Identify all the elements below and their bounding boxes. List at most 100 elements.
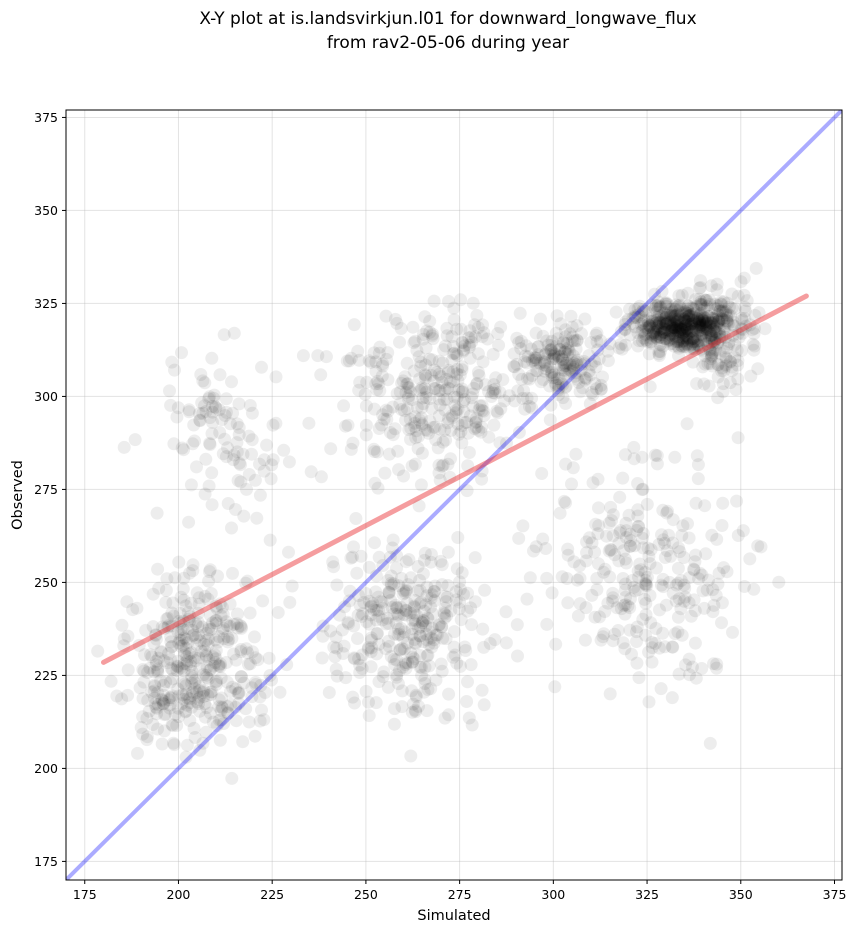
data-point xyxy=(728,338,741,352)
data-point xyxy=(549,376,562,390)
data-point xyxy=(457,343,471,357)
data-point xyxy=(715,312,729,326)
data-point xyxy=(545,365,559,379)
data-point xyxy=(214,609,228,623)
data-point xyxy=(582,364,596,378)
data-point xyxy=(219,615,233,629)
data-point xyxy=(148,691,162,705)
data-point xyxy=(199,648,213,662)
data-point xyxy=(566,349,580,363)
data-point xyxy=(433,473,447,487)
data-point xyxy=(642,319,656,333)
data-point xyxy=(364,600,378,614)
data-point xyxy=(674,301,687,315)
data-point xyxy=(666,321,680,335)
data-point xyxy=(710,661,723,675)
data-point xyxy=(249,675,263,689)
data-point xyxy=(636,527,650,540)
data-point xyxy=(163,384,176,398)
data-point xyxy=(340,354,354,368)
data-point xyxy=(570,358,584,372)
data-point xyxy=(219,656,233,669)
data-point xyxy=(418,660,432,674)
data-point xyxy=(370,383,384,397)
data-point xyxy=(406,613,420,627)
data-point xyxy=(347,318,361,332)
data-point xyxy=(477,409,491,423)
data-point xyxy=(460,695,474,708)
data-point xyxy=(555,352,569,366)
data-point xyxy=(727,318,741,332)
data-point xyxy=(649,325,663,339)
data-point xyxy=(388,627,401,641)
data-point xyxy=(631,583,645,596)
data-point xyxy=(673,308,687,322)
data-point xyxy=(643,557,657,571)
data-point xyxy=(198,697,212,711)
data-point xyxy=(614,602,628,616)
data-point xyxy=(649,317,663,331)
data-point xyxy=(672,541,685,555)
data-point xyxy=(192,651,206,665)
data-point xyxy=(678,305,692,319)
data-point xyxy=(200,650,214,663)
data-point xyxy=(665,321,679,335)
data-point xyxy=(218,432,232,446)
data-point xyxy=(731,431,745,445)
data-point xyxy=(409,690,423,704)
data-point xyxy=(387,717,401,731)
data-point xyxy=(203,390,216,404)
data-point xyxy=(706,322,720,336)
data-point xyxy=(639,608,653,622)
data-point xyxy=(677,334,691,347)
data-point xyxy=(378,466,392,480)
data-point xyxy=(423,314,437,328)
data-point xyxy=(187,418,201,432)
data-point xyxy=(204,685,217,699)
data-point xyxy=(283,595,297,609)
data-point xyxy=(663,318,677,332)
data-point xyxy=(460,484,474,498)
data-point xyxy=(427,374,441,388)
data-point xyxy=(723,376,737,390)
data-point xyxy=(645,314,659,328)
data-point xyxy=(178,705,192,719)
data-point xyxy=(151,698,165,712)
data-point xyxy=(639,578,653,592)
data-point xyxy=(192,597,206,611)
data-point xyxy=(659,297,673,311)
data-point xyxy=(677,313,691,327)
data-point xyxy=(376,602,390,615)
data-point xyxy=(702,379,716,393)
data-point xyxy=(234,670,248,684)
data-point xyxy=(243,606,257,620)
data-point xyxy=(684,301,698,315)
data-point xyxy=(711,577,725,591)
data-point xyxy=(355,662,369,675)
data-point xyxy=(700,583,714,597)
data-point xyxy=(568,334,581,348)
data-point xyxy=(544,398,558,412)
data-point xyxy=(590,572,604,585)
data-point xyxy=(608,548,622,562)
data-point xyxy=(711,299,725,312)
data-point xyxy=(408,334,422,348)
data-point xyxy=(494,402,508,416)
data-point xyxy=(512,367,526,381)
x-tick-label: 300 xyxy=(541,887,565,902)
data-point xyxy=(738,300,752,314)
data-point xyxy=(508,394,522,408)
data-point xyxy=(432,466,446,480)
data-point xyxy=(359,428,373,442)
data-point xyxy=(471,365,485,379)
data-point xyxy=(373,384,387,398)
data-point xyxy=(346,690,360,704)
data-point xyxy=(618,607,632,621)
data-point xyxy=(450,656,464,670)
data-point xyxy=(427,382,441,395)
data-point xyxy=(690,300,703,313)
data-point xyxy=(712,314,726,328)
data-point xyxy=(404,432,417,446)
data-point xyxy=(630,620,644,634)
data-point xyxy=(178,645,192,659)
